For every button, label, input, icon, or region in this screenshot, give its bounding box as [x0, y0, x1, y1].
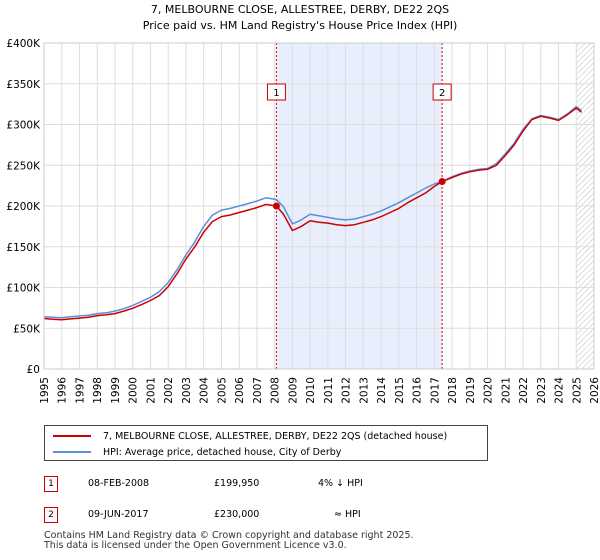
plot-border	[43, 42, 595, 370]
footer: Contains HM Land Registry data © Crown c…	[44, 531, 414, 551]
chart-title: 7, MELBOURNE CLOSE, ALLESTREE, DERBY, DE…	[151, 3, 449, 16]
x-tick-label: 2018	[447, 377, 459, 404]
transaction-price: £230,000	[214, 509, 260, 520]
y-tick-label: £350K	[6, 79, 41, 91]
x-tick-label: 2001	[145, 377, 157, 404]
transaction-marker: 1	[44, 476, 58, 492]
transaction-hpi: ≈ HPI	[334, 509, 361, 520]
x-tick-label: 2013	[358, 377, 370, 404]
x-tick-label: 2010	[305, 377, 317, 404]
x-tick-label: 2009	[287, 377, 299, 404]
transaction-date: 08-FEB-2008	[88, 478, 150, 489]
x-tick-label: 2003	[181, 377, 193, 404]
x-tick-label: 1996	[57, 377, 69, 404]
x-tick-label: 2006	[234, 377, 246, 404]
transaction-marker: 2	[44, 507, 58, 523]
x-tick-label: 2016	[412, 377, 424, 404]
x-tick-label: 2000	[128, 377, 140, 404]
y-tick-label: £200K	[6, 201, 41, 213]
marker-label: 1	[273, 88, 279, 99]
y-tick-label: £300K	[6, 120, 41, 132]
y-tick-label: £250K	[6, 160, 41, 172]
y-tick-label: £400K	[6, 38, 41, 50]
transaction-hpi: 4% ↓ HPI	[318, 478, 363, 489]
x-tick-label: 2017	[429, 377, 441, 404]
chart-subtitle: Price paid vs. HM Land Registry's House …	[143, 19, 458, 32]
x-tick-label: 2015	[394, 377, 406, 404]
property-series-line	[43, 107, 583, 321]
x-tick-label: 2005	[216, 377, 228, 404]
y-tick-label: £100K	[6, 283, 41, 295]
x-tick-label: 1999	[110, 377, 122, 404]
x-tick-label: 1997	[74, 377, 86, 404]
y-tick-label: £50K	[13, 323, 41, 335]
x-tick-label: 2014	[376, 377, 388, 404]
x-tick-label: 2007	[252, 377, 264, 404]
x-tick-label: 2022	[518, 377, 530, 404]
x-tick-label: 2002	[163, 377, 175, 404]
marker-label-box	[432, 83, 452, 101]
legend-item-property: 7, MELBOURNE CLOSE, ALLESTREE, DERBY, DE…	[45, 428, 447, 444]
legend: 7, MELBOURNE CLOSE, ALLESTREE, DERBY, DE…	[44, 425, 488, 461]
legend-label-property: 7, MELBOURNE CLOSE, ALLESTREE, DERBY, DE…	[103, 430, 448, 442]
price-chart: 7, MELBOURNE CLOSE, ALLESTREE, DERBY, DE…	[6, 3, 600, 404]
x-tick-label: 2004	[199, 377, 211, 404]
x-tick-label: 2008	[270, 377, 282, 404]
x-tick-label: 1998	[92, 377, 104, 404]
transaction-price: £199,950	[214, 478, 260, 489]
y-tick-label: £0	[27, 364, 40, 376]
x-tick-label: 2023	[536, 377, 548, 404]
legend-line-hpi	[53, 451, 91, 453]
hpi-series-line	[43, 105, 583, 319]
x-tick-label: 2020	[483, 377, 495, 404]
y-tick-label: £150K	[6, 242, 41, 254]
x-tick-label: 2021	[500, 377, 512, 404]
x-tick-label: 2012	[341, 377, 353, 404]
marker-label: 2	[439, 88, 445, 99]
legend-line-property	[53, 435, 91, 437]
footer-line-1: Contains HM Land Registry data © Crown c…	[44, 530, 414, 541]
sale-point	[438, 178, 446, 186]
sale-point	[272, 202, 280, 210]
x-tick-label: 1995	[39, 377, 51, 404]
marker-label-box	[266, 83, 286, 101]
legend-label-hpi: HPI: Average price, detached house, City…	[103, 446, 342, 458]
legend-item-hpi: HPI: Average price, detached house, City…	[45, 444, 341, 460]
x-tick-label: 2024	[554, 377, 566, 404]
x-tick-label: 2019	[465, 377, 477, 404]
x-tick-label: 2025	[571, 377, 583, 404]
footer-line-2: This data is licensed under the Open Gov…	[44, 540, 347, 551]
x-tick-label: 2026	[589, 377, 600, 404]
transaction-date: 09-JUN-2017	[88, 509, 149, 520]
x-tick-label: 2011	[323, 377, 335, 404]
